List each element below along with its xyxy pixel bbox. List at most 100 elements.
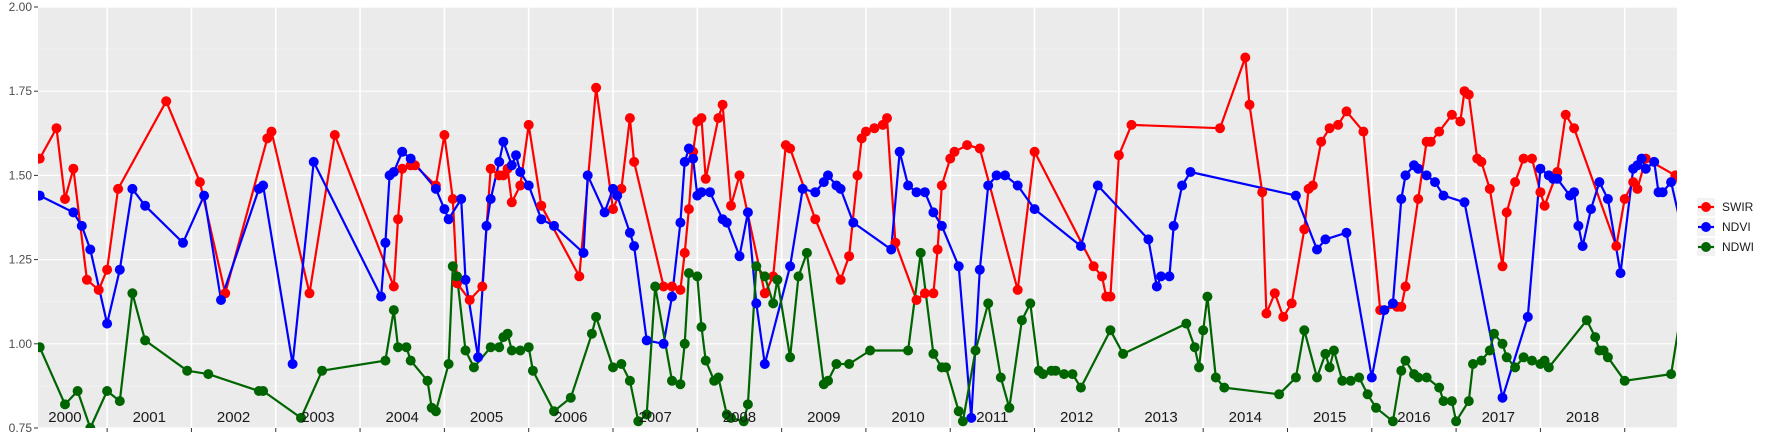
x-axis xyxy=(106,428,1626,432)
ndwi-data-point xyxy=(793,271,804,282)
ndvi-data-point xyxy=(1666,177,1677,188)
ndwi-data-point xyxy=(1501,352,1512,363)
ndvi-data-point xyxy=(1657,187,1668,198)
ndwi-data-point xyxy=(443,359,454,369)
swir-data-point xyxy=(1113,150,1124,161)
ndwi-data-point xyxy=(1328,345,1339,356)
ndvi-data-point xyxy=(679,156,690,167)
ndvi-data-point xyxy=(759,359,770,369)
swir-data-point xyxy=(304,288,315,299)
ndvi-data-point xyxy=(1413,163,1424,174)
ndwi-data-point xyxy=(127,288,138,299)
swir-data-point xyxy=(928,288,939,299)
ndwi-data-point xyxy=(1590,332,1601,343)
ndwi-data-point xyxy=(1767,386,1773,396)
swir-data-point xyxy=(1396,301,1407,312)
ndvi-data-point xyxy=(102,318,113,329)
swir-data-point xyxy=(1215,123,1225,134)
ndwi-data-point xyxy=(742,399,753,410)
ndvi-data-point xyxy=(498,136,509,147)
swir-data-point xyxy=(574,271,585,282)
swir-data-point xyxy=(1446,109,1457,120)
legend-swir-label: SWIR xyxy=(1722,200,1754,214)
ndwi-data-point xyxy=(1468,359,1478,369)
ndwi-data-point xyxy=(1581,315,1592,326)
year-label-2007: 2007 xyxy=(638,409,671,426)
ndvi-data-point xyxy=(599,207,610,218)
y-axis: 0.75 1.00 1.25 1.50 1.75 2.00 xyxy=(9,0,38,435)
ndvi-data-point xyxy=(974,264,985,275)
ndwi-data-point xyxy=(1181,318,1192,329)
ndvi-data-point xyxy=(1767,258,1773,268)
ndvi-data-point xyxy=(848,217,859,228)
ndwi-data-point xyxy=(549,406,559,417)
ndwi-data-point xyxy=(591,311,602,322)
ndwi-data-point xyxy=(726,412,736,423)
ndvi-data-point xyxy=(1742,150,1752,160)
ndvi-data-point xyxy=(473,352,484,363)
ndwi-data-point xyxy=(401,342,412,353)
gridlines xyxy=(38,6,1677,429)
swir-data-point xyxy=(1501,207,1512,218)
ndvi-data-point xyxy=(506,160,517,171)
ndvi-data-point xyxy=(742,207,753,218)
ndwi-data-point xyxy=(683,268,694,279)
ndwi-data-point xyxy=(1687,234,1697,244)
swir-data-point xyxy=(852,170,863,181)
swir-data-point xyxy=(60,194,70,204)
legend-ndwi-label: NDWI xyxy=(1722,240,1754,254)
swir-data-point xyxy=(1425,136,1436,147)
swir-data-point xyxy=(388,281,399,292)
ndwi-data-point xyxy=(1683,265,1693,275)
ndwi-data-point xyxy=(1413,372,1424,383)
ndvi-data-point xyxy=(810,187,821,198)
ndwi-data-point xyxy=(60,399,70,410)
ndwi-data-point xyxy=(447,261,458,272)
ndvi-data-point xyxy=(1459,197,1470,208)
ndvi-data-point xyxy=(308,156,319,167)
ndvi-data-point xyxy=(443,214,454,225)
ndwi-data-point xyxy=(1518,352,1529,363)
swir-data-point xyxy=(911,295,922,305)
swir-data-point xyxy=(1729,275,1739,285)
ndvi-data-point xyxy=(1569,187,1580,198)
ndvi-data-point xyxy=(705,187,715,198)
ndvi-data-point xyxy=(1177,180,1188,191)
ndwi-data-point xyxy=(970,345,981,356)
ndvi-data-point xyxy=(1421,170,1432,181)
ndvi-data-point xyxy=(911,187,922,198)
ndvi-data-point xyxy=(1151,281,1162,292)
ndvi-data-point xyxy=(1396,194,1407,204)
swir-data-point xyxy=(1619,194,1630,204)
ndwi-data-point xyxy=(844,359,855,369)
ndwi-data-point xyxy=(675,379,686,390)
swir-data-point xyxy=(1012,284,1023,295)
ndvi-data-point xyxy=(1312,244,1322,255)
swir-data-point xyxy=(523,119,534,130)
swir-data-point xyxy=(439,130,450,140)
swir-data-point xyxy=(624,113,635,124)
ndwi-data-point xyxy=(679,338,690,349)
ndvi-data-point xyxy=(1577,241,1588,252)
swir-data-point xyxy=(1539,200,1550,211)
swir-data-point xyxy=(932,244,943,255)
ndwi-data-point xyxy=(565,392,576,403)
ndwi-data-point xyxy=(1202,291,1213,302)
swir-data-point xyxy=(1434,126,1445,137)
ndwi-data-point xyxy=(468,362,479,373)
swir-data-point xyxy=(1767,150,1773,160)
ndvi-data-point xyxy=(523,180,534,191)
swir-data-point xyxy=(1286,298,1297,309)
data-series xyxy=(38,52,1773,428)
ndvi-data-point xyxy=(1075,241,1086,252)
ndvi-data-point xyxy=(582,170,593,181)
ndwi-data-point xyxy=(801,247,812,258)
year-label-2005: 2005 xyxy=(470,409,503,426)
ndvi-data-point xyxy=(397,146,408,157)
ndwi-data-point xyxy=(700,355,711,366)
ndwi-data-point xyxy=(1446,396,1457,407)
swir-data-point xyxy=(1713,298,1723,308)
ndvi-data-point xyxy=(511,150,521,161)
year-label-2013: 2013 xyxy=(1144,409,1177,426)
ndwi-data-point xyxy=(393,342,403,353)
